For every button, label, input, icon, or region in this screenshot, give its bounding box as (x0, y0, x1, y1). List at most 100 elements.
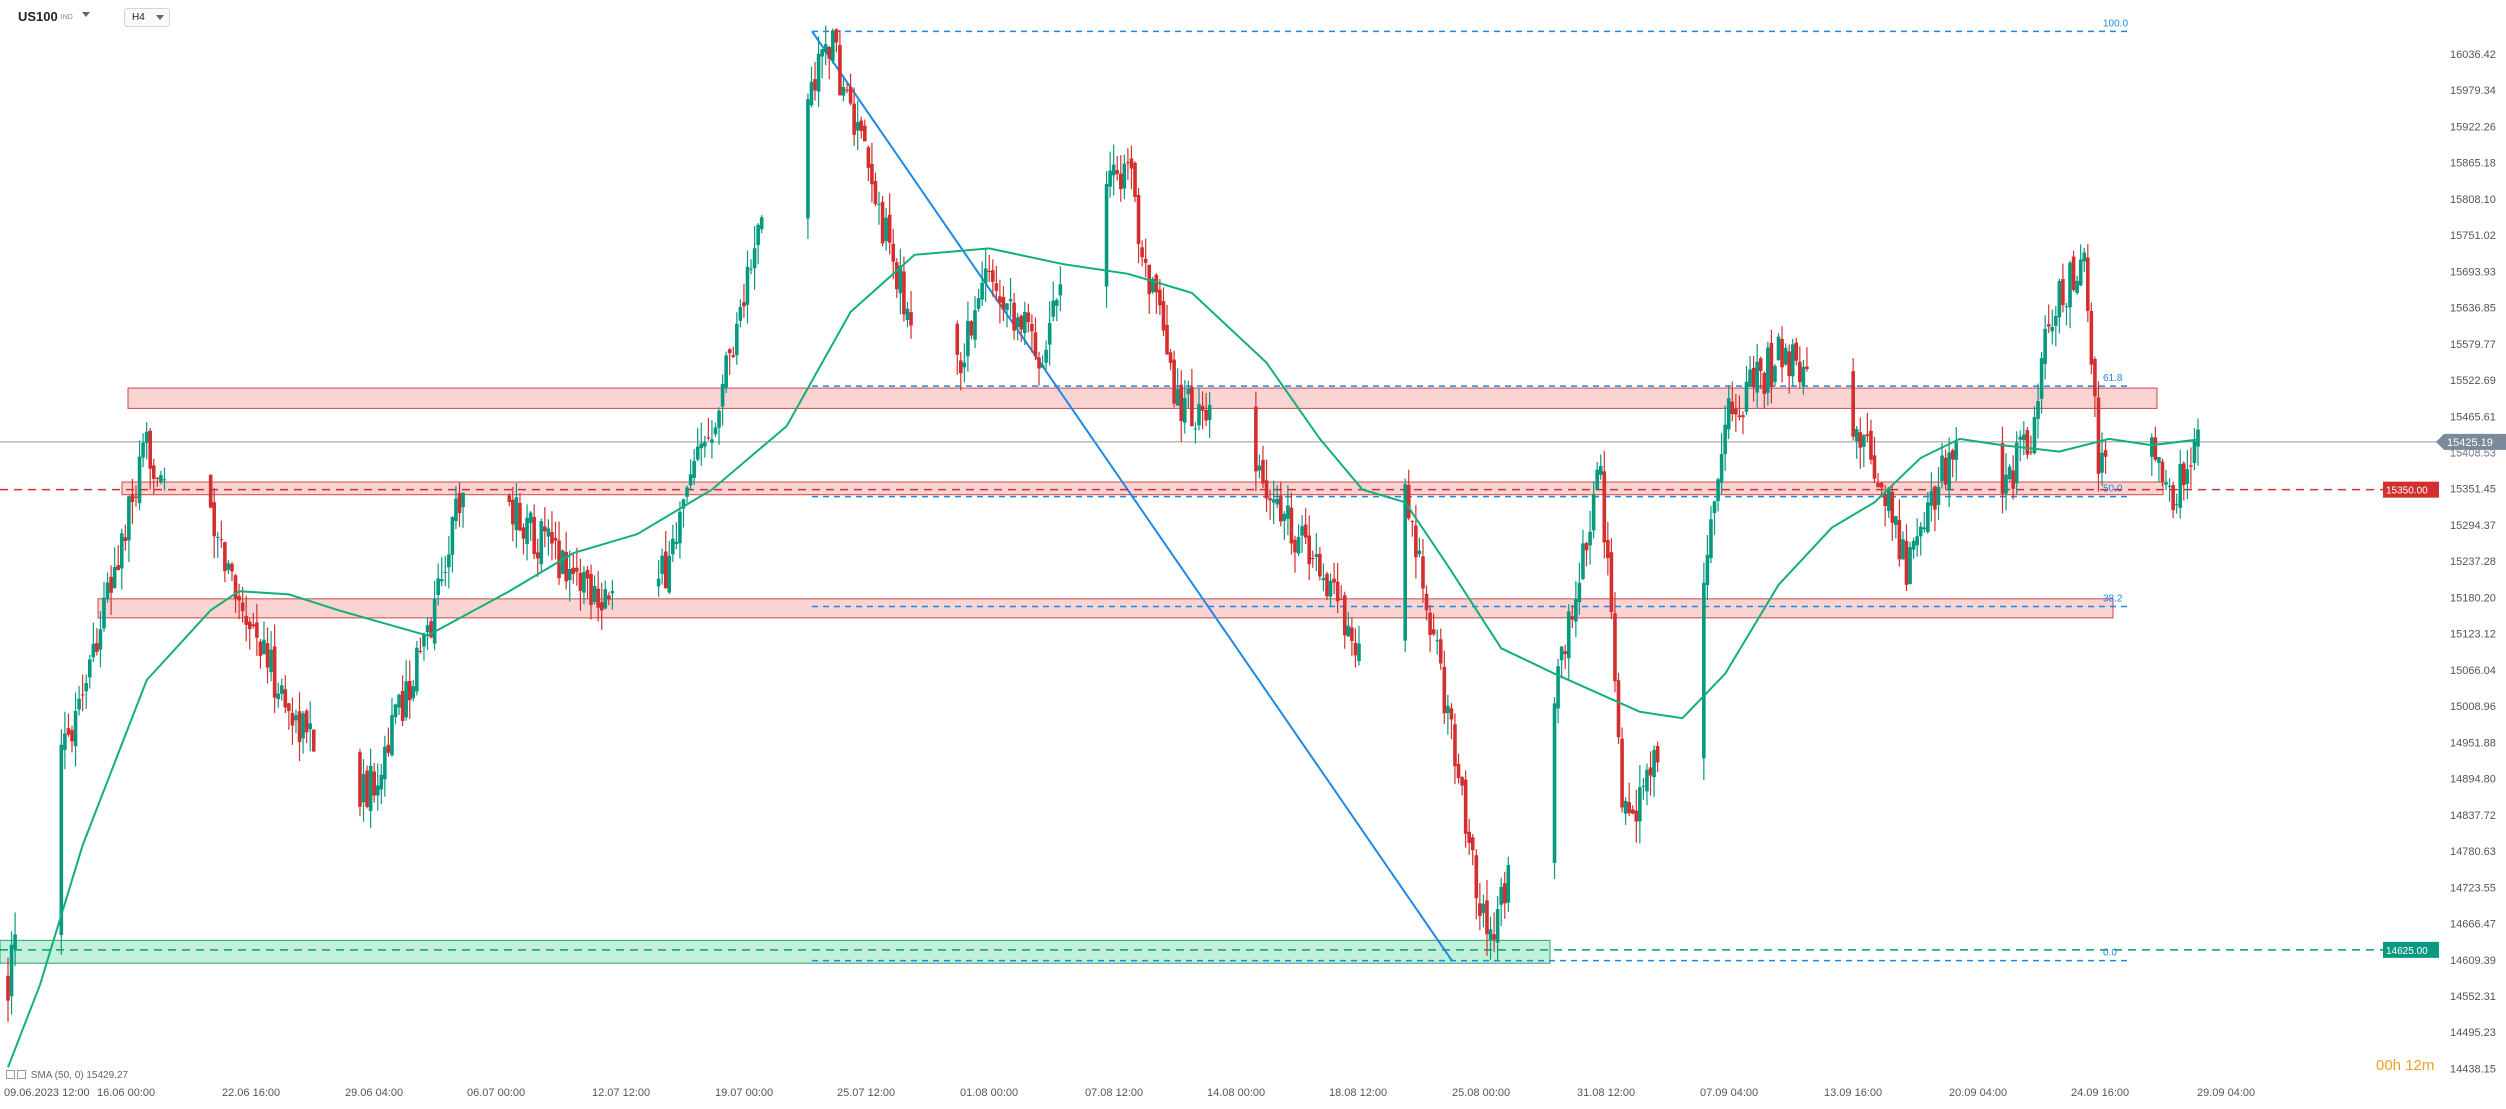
candle-body (507, 495, 512, 502)
candle-body (432, 598, 437, 644)
candle-body (208, 474, 213, 508)
candle-body (1616, 680, 1621, 738)
x-tick-label: 07.09 04:00 (1700, 1087, 1758, 1099)
candle-body (1019, 315, 1024, 330)
candle-body (1716, 479, 1720, 502)
candle-body (1709, 519, 1713, 559)
symbol-selector[interactable]: US100 IND (18, 9, 73, 24)
candle-body (2078, 259, 2083, 286)
candle-body (1108, 170, 1112, 187)
candle-body (1453, 724, 1457, 767)
candles-group (6, 25, 2200, 1023)
candle-body (2089, 310, 2094, 365)
candle-body (1801, 366, 1806, 386)
candle-body (1008, 299, 1013, 302)
candle-body (123, 537, 128, 541)
candle-body (240, 602, 245, 612)
candle-body (1798, 361, 1802, 383)
candle-body (959, 360, 963, 374)
candle-body (1318, 553, 1322, 577)
indicator-settings-icon[interactable] (6, 1070, 15, 1079)
candle-body (909, 312, 913, 326)
candle-body (1296, 536, 1301, 554)
candle-body (1901, 539, 1905, 560)
candle-body (1040, 364, 1045, 368)
candle-body (1638, 787, 1642, 822)
candle-body (1172, 359, 1176, 404)
candle-body (1257, 465, 1262, 471)
candle-body (1563, 651, 1567, 655)
candle-body (415, 647, 419, 692)
candle-body (1474, 855, 1479, 899)
candle-body (1506, 865, 1511, 903)
candle-body (1890, 491, 1895, 523)
candle-body (1940, 455, 1944, 482)
candle-body (386, 744, 391, 753)
candle-body (955, 323, 960, 355)
candle-body (863, 125, 867, 142)
candle-body (1741, 415, 1745, 418)
candle-body (1613, 613, 1617, 682)
timeframe-chevron-icon (156, 15, 164, 20)
candle-body (429, 621, 433, 638)
candle-body (1022, 311, 1027, 334)
countdown-hours: 00h (2376, 1057, 2402, 1074)
candle-body (294, 715, 298, 721)
candle-body (1410, 520, 1415, 522)
candle-body (457, 493, 462, 514)
candle-body (1431, 629, 1436, 635)
candle-body (1886, 487, 1891, 511)
timeframe-selector[interactable]: H4 (124, 8, 170, 27)
candle-body (1922, 527, 1927, 530)
candle-body (859, 120, 864, 131)
candle-body (610, 590, 615, 594)
candle-body (2068, 262, 2072, 308)
candle-body (2061, 279, 2065, 306)
candle-body (898, 265, 903, 294)
candle-body (674, 541, 679, 545)
candle-body (1271, 499, 1276, 503)
candle-body (2096, 397, 2101, 474)
candle-body (1268, 498, 1272, 501)
symbol-dropdown-chevron-icon[interactable] (82, 12, 90, 17)
candle-body (1143, 258, 1148, 263)
candle-body (1289, 507, 1294, 544)
candle-body (1748, 369, 1752, 387)
y-tick-label: 15294.37 (2450, 520, 2496, 532)
candle-body (752, 248, 757, 269)
candle-body (1428, 612, 1432, 635)
candle-body (1645, 769, 1649, 792)
candle-body (1325, 573, 1329, 597)
candle-body (1438, 639, 1443, 664)
candle-body (151, 465, 156, 479)
y-tick-label: 14951.88 (2450, 737, 2496, 749)
candle-body (905, 308, 910, 320)
candle-body (1421, 556, 1425, 589)
candle-body (756, 224, 760, 246)
last-price-label: 15425.19 (2447, 437, 2493, 449)
candle-body (2192, 441, 2197, 463)
candle-body (887, 214, 892, 243)
candle-body (63, 733, 67, 750)
candle-body (2150, 437, 2154, 457)
candle-body (77, 698, 81, 710)
candle-body (2160, 461, 2165, 482)
candle-body (1734, 408, 1738, 415)
candle-body (1126, 162, 1130, 164)
candle-body (258, 641, 263, 656)
candle-body (447, 554, 451, 568)
candle-body (13, 934, 17, 950)
y-tick-label: 15636.85 (2450, 303, 2496, 315)
candle-body (2171, 485, 2175, 511)
candle-body (244, 616, 248, 625)
candle-body (1719, 454, 1724, 483)
candle-body (745, 266, 750, 305)
candle-body (1058, 284, 1063, 296)
candle-body (87, 659, 92, 678)
indicator-close-icon[interactable] (17, 1070, 26, 1079)
support-zone (0, 939, 1551, 964)
candle-body (671, 538, 675, 555)
candle-body (233, 575, 238, 599)
candle-body (1154, 274, 1159, 293)
